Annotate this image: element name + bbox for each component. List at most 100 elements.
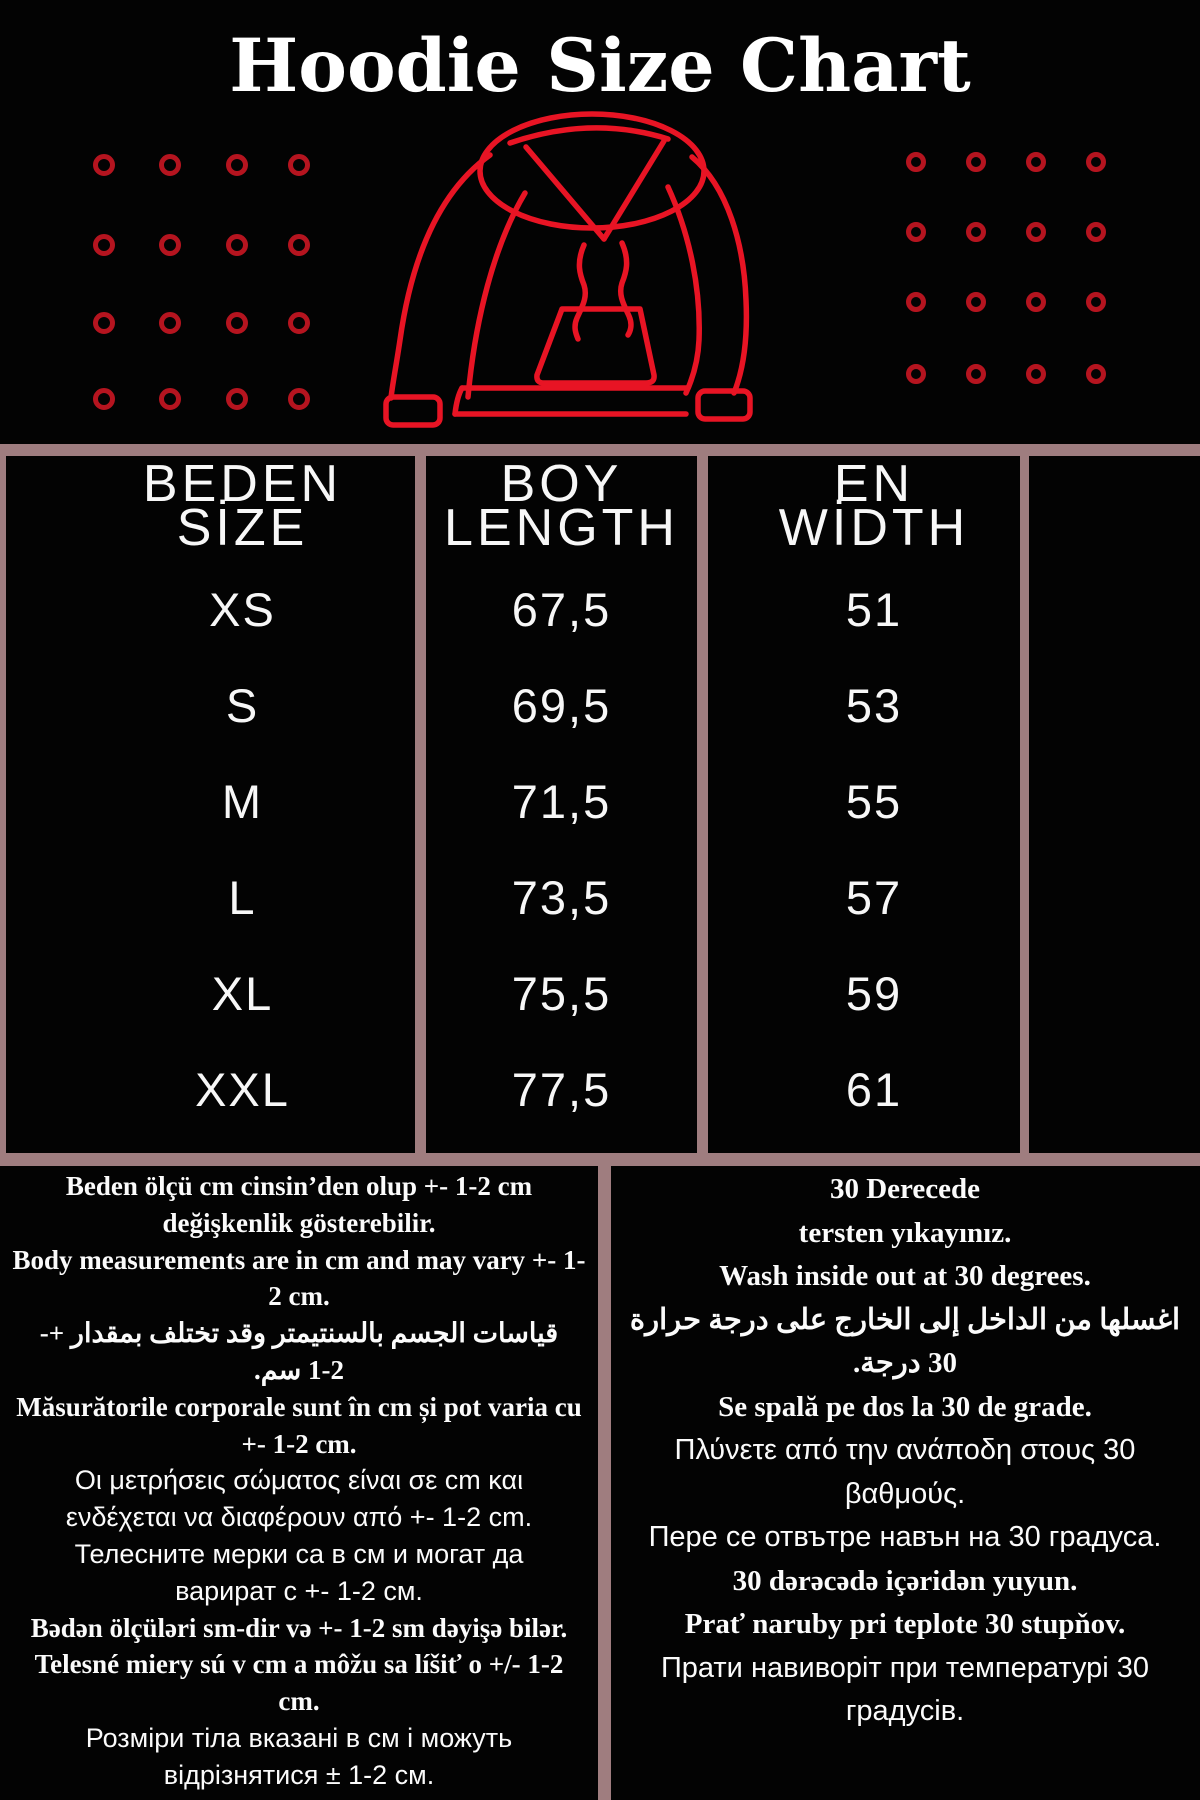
note-line: 30 dərəcədə içəridən yuyun. xyxy=(732,1564,1078,1597)
size-cell: XS xyxy=(209,583,276,636)
grommet-icon xyxy=(1026,292,1046,312)
grommet-icon xyxy=(906,292,926,312)
width-cell: 61 xyxy=(845,1063,903,1116)
note-line: قياسات الجسم بالسنتيمتر وقد تختلف بمقدار… xyxy=(39,1318,559,1349)
note-line: 30 درجة. xyxy=(853,1347,957,1379)
note-line: Телесните мерки са в см и могат да xyxy=(74,1538,524,1569)
notes-measurements: Beden ölçü cm cinsin’den olup +- 1-2 cm d… xyxy=(8,1168,590,1794)
note-line: Οι μετρήσεις σώματος είναι σε cm και xyxy=(74,1465,524,1496)
grommet-icon xyxy=(906,222,926,242)
grommet-icon xyxy=(226,234,248,256)
column-header-line2: WİDTH xyxy=(778,499,970,557)
notes-washing: 30 Derecede tersten yıkayınız. Wash inside… xyxy=(618,1168,1192,1734)
grommet-icon xyxy=(906,364,926,384)
width-cell: 57 xyxy=(845,871,903,924)
length-cell: 71,5 xyxy=(511,775,612,828)
hoodie-icon xyxy=(383,111,753,428)
column-divider-2 xyxy=(697,456,708,1153)
width-cell: 59 xyxy=(845,967,903,1020)
grommet-icon xyxy=(1026,152,1046,172)
note-line: Bədən ölçüləri sm-dir və +- 1-2 sm dəyiş… xyxy=(30,1612,568,1643)
length-cell: 77,5 xyxy=(511,1063,612,1116)
column-header-line2: SİZE xyxy=(176,499,309,557)
grommet-icon xyxy=(159,154,181,176)
grommet-icon xyxy=(966,152,986,172)
length-cell: 75,5 xyxy=(511,967,612,1020)
note-line: Wash inside out at 30 degrees. xyxy=(719,1260,1091,1292)
page-title: Hoodie Size Chart xyxy=(229,23,971,109)
note-line: Body measurements are in cm and may vary… xyxy=(12,1244,586,1275)
column-header-line1: EN xyxy=(833,455,915,513)
column-header-line2: LENGTH xyxy=(444,499,679,557)
size-cell: XXL xyxy=(195,1063,290,1116)
grommet-icon xyxy=(966,292,986,312)
note-line: Прати навиворіт при температурі 30 xyxy=(660,1651,1150,1684)
note-line: βαθμούς. xyxy=(844,1477,966,1510)
note-line: варират с +- 1-2 см. xyxy=(175,1575,423,1606)
note-line: Розміри тіла вказані в см і можуть xyxy=(85,1722,513,1753)
note-line: +- 1-2 cm. xyxy=(241,1428,357,1459)
grommet-icon xyxy=(1026,222,1046,242)
note-line: Măsurătorile corporale sunt în cm și pot… xyxy=(16,1391,582,1422)
note-line: Prať naruby pri teplote 30 stupňov. xyxy=(684,1608,1126,1640)
table-top-border xyxy=(0,444,1200,456)
note-line: cm. xyxy=(278,1686,320,1717)
size-cell: M xyxy=(221,775,264,828)
note-line: градусів. xyxy=(845,1695,965,1727)
grommet-icon xyxy=(159,234,181,256)
note-line: Beden ölçü cm cinsin’den olup +- 1-2 cm xyxy=(65,1171,533,1201)
column-divider-3 xyxy=(1020,456,1029,1153)
note-line: Πλύνετε από την ανάποδη στους 30 xyxy=(674,1434,1136,1466)
size-cell: XL xyxy=(211,967,274,1020)
grommet-icon xyxy=(93,388,115,410)
grommet-icon xyxy=(93,154,115,176)
grommet-icon xyxy=(1086,152,1106,172)
grommet-icon xyxy=(1026,364,1046,384)
column-header: EN WİDTH xyxy=(718,455,1030,557)
column-divider-1 xyxy=(415,456,426,1153)
note-line: 30 Derecede xyxy=(829,1173,981,1205)
note-line: tersten yıkayınız. xyxy=(798,1216,1012,1249)
note-line: اغسلها من الداخل إلى الخارج على درجة حرا… xyxy=(629,1303,1181,1336)
grommet-icon xyxy=(288,388,310,410)
grommet-icon xyxy=(93,312,115,334)
length-cell: 67,5 xyxy=(511,583,612,636)
length-cell: 69,5 xyxy=(511,679,612,732)
table-bottom-border xyxy=(0,1153,1200,1166)
grommet-icon xyxy=(1086,364,1106,384)
grommet-icon xyxy=(93,234,115,256)
grommet-icon xyxy=(1086,222,1106,242)
note-line: ενδέχεται να διαφέρουν από +- 1-2 cm. xyxy=(65,1502,533,1533)
grommet-icon xyxy=(288,234,310,256)
notes-divider xyxy=(598,1166,611,1800)
size-cell: S xyxy=(225,679,260,732)
note-line: 1-2 سم. xyxy=(253,1354,345,1385)
grommet-icon xyxy=(966,364,986,384)
note-line: Se spală pe dos la 30 de grade. xyxy=(718,1390,1092,1423)
column-header: BEDEN SİZE xyxy=(70,455,415,557)
note-line: değişkenlik gösterebilir. xyxy=(162,1207,436,1238)
grommet-icon xyxy=(906,152,926,172)
grommet-icon xyxy=(1086,292,1106,312)
column-header-line1: BEDEN xyxy=(142,455,343,513)
note-line: Telesné miery sú v cm a môžu sa líšiť o … xyxy=(34,1649,564,1680)
grommet-icon xyxy=(966,222,986,242)
column-header-line1: BOY xyxy=(500,455,623,513)
grommet-icon xyxy=(226,388,248,410)
grommet-icon xyxy=(226,312,248,334)
grommet-icon xyxy=(288,154,310,176)
column-header: BOY LENGTH xyxy=(426,455,697,557)
grommet-icon xyxy=(159,388,181,410)
note-line: 2 cm. xyxy=(268,1281,330,1312)
width-cell: 51 xyxy=(845,583,903,636)
grommet-icon xyxy=(288,312,310,334)
note-line: Пере се отвътре навън на 30 градуса. xyxy=(648,1521,1162,1553)
table-left-border xyxy=(0,456,6,1153)
length-cell: 73,5 xyxy=(511,871,612,924)
grommet-icon xyxy=(159,312,181,334)
width-cell: 53 xyxy=(845,679,903,732)
size-cell: L xyxy=(228,871,257,924)
grommet-icon xyxy=(226,154,248,176)
note-line: відрізнятися ± 1-2 см. xyxy=(163,1759,435,1790)
